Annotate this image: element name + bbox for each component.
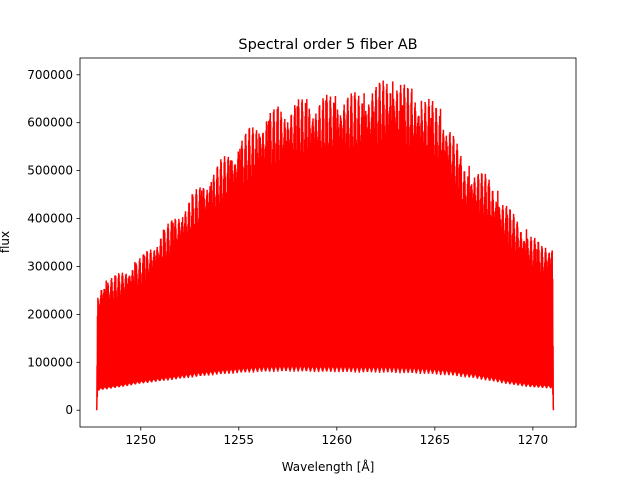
y-tick-label: 700000 xyxy=(27,68,73,82)
y-axis-label: flux xyxy=(0,231,12,253)
chart-title: Spectral order 5 fiber AB xyxy=(238,37,417,53)
x-tick-label: 1270 xyxy=(518,433,549,447)
y-tick-label: 300000 xyxy=(27,259,73,273)
y-tick-label: 100000 xyxy=(27,355,73,369)
y-tick-label: 400000 xyxy=(27,212,73,226)
y-tick-label: 500000 xyxy=(27,164,73,178)
axes-frame xyxy=(79,57,577,428)
x-tick-label: 1260 xyxy=(322,433,353,447)
y-tick-label: 200000 xyxy=(27,307,73,321)
x-axis-label: Wavelength [Å] xyxy=(282,459,375,474)
x-tick-label: 1250 xyxy=(126,433,157,447)
x-tick-label: 1265 xyxy=(420,433,451,447)
y-tick-label: 0 xyxy=(65,403,73,417)
series-line-0 xyxy=(95,80,555,411)
data-layer xyxy=(95,80,555,411)
y-tick-label: 600000 xyxy=(27,116,73,130)
tick-layer: 1250 1255 1260 1265 1270 0 100000 200000 300000 4… xyxy=(27,68,548,447)
x-tick-label: 1255 xyxy=(224,433,255,447)
